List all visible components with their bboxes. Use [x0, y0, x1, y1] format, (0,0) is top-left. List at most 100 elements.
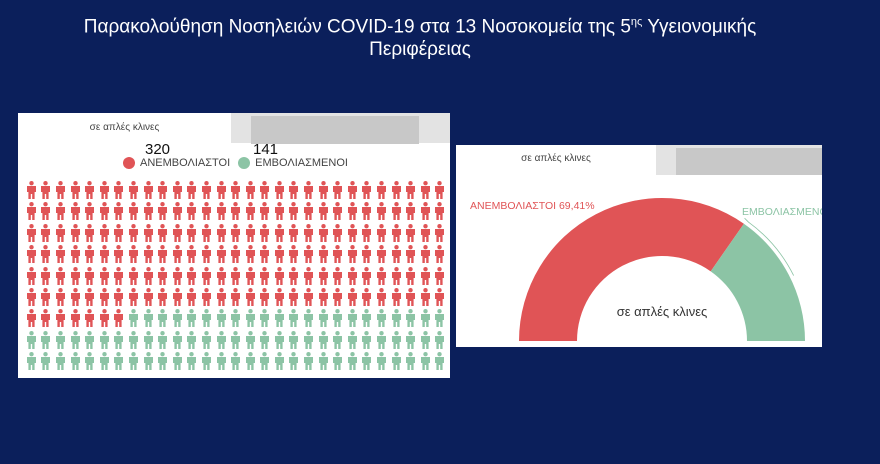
- person-icon-unvaccinated: [214, 181, 229, 202]
- person-icon-unvaccinated: [112, 245, 127, 266]
- person-icon-unvaccinated: [287, 245, 302, 266]
- person-icon-unvaccinated: [39, 202, 54, 223]
- person-icon-vaccinated: [68, 330, 83, 352]
- person-icon-unvaccinated: [199, 202, 214, 223]
- person-icon-unvaccinated: [287, 223, 302, 245]
- person-icon-vaccinated: [170, 352, 185, 373]
- person-icon-vaccinated: [389, 330, 404, 352]
- gauge-center-label: σε απλές κλινες: [617, 304, 708, 319]
- person-icon-unvaccinated: [68, 245, 83, 266]
- person-icon-vaccinated: [374, 309, 389, 330]
- person-icon-unvaccinated: [403, 266, 418, 288]
- person-icon-unvaccinated: [345, 223, 360, 245]
- person-icon-unvaccinated: [301, 287, 316, 309]
- person-icon-unvaccinated: [272, 245, 287, 266]
- person-icon-unvaccinated: [258, 223, 273, 245]
- person-icon-vaccinated: [243, 352, 258, 373]
- person-icon-unvaccinated: [374, 245, 389, 266]
- tab-simple-beds[interactable]: σε απλές κλινες: [521, 153, 591, 164]
- person-icon-unvaccinated: [374, 181, 389, 202]
- person-icon-unvaccinated: [214, 223, 229, 245]
- half-donut-chart: ΑΝΕΜΒΟΛΙΑΣΤΟΙ 69,41% ΕΜΒΟΛΙΑΣΜΕΝΟΙ 30,59…: [470, 197, 822, 341]
- person-icon-unvaccinated: [345, 266, 360, 288]
- person-icon-unvaccinated: [243, 287, 258, 309]
- gauge-segment-vaccinated[interactable]: [710, 223, 805, 341]
- person-icon-unvaccinated: [199, 181, 214, 202]
- person-icon-vaccinated: [228, 309, 243, 330]
- person-icon-vaccinated: [360, 352, 375, 373]
- person-icon-vaccinated: [433, 352, 448, 373]
- person-icon-vaccinated: [272, 309, 287, 330]
- person-icon-vaccinated: [170, 309, 185, 330]
- person-icon-vaccinated: [360, 309, 375, 330]
- person-icon-unvaccinated: [360, 202, 375, 223]
- person-icon-unvaccinated: [360, 266, 375, 288]
- person-icon-unvaccinated: [345, 287, 360, 309]
- person-icon-unvaccinated: [141, 245, 156, 266]
- person-icon-unvaccinated: [112, 287, 127, 309]
- person-icon-unvaccinated: [199, 245, 214, 266]
- redacted-tab: [251, 116, 419, 144]
- person-icon-vaccinated: [185, 330, 200, 352]
- person-icon-unvaccinated: [301, 266, 316, 288]
- person-icon-unvaccinated: [24, 245, 39, 266]
- person-icon-unvaccinated: [433, 287, 448, 309]
- label-unvaccinated: ΑΝΕΜΒΟΛΙΑΣΤΟΙ 69,41%: [470, 200, 595, 212]
- person-icon-vaccinated: [199, 309, 214, 330]
- person-icon-unvaccinated: [126, 287, 141, 309]
- person-icon-unvaccinated: [301, 181, 316, 202]
- person-icon-unvaccinated: [287, 287, 302, 309]
- person-icon-vaccinated: [97, 352, 112, 373]
- person-icon-unvaccinated: [141, 266, 156, 288]
- person-icon-vaccinated: [374, 352, 389, 373]
- person-icon-vaccinated: [301, 330, 316, 352]
- person-icon-vaccinated: [68, 352, 83, 373]
- person-icon-vaccinated: [155, 330, 170, 352]
- gauge-segment-unvaccinated[interactable]: [519, 197, 744, 341]
- label-leader-vaccinated: [744, 217, 795, 276]
- title-text: Παρακολούθηση Νοσηλειών COVID-19 στα 13 …: [83, 16, 631, 38]
- person-icon-unvaccinated: [214, 287, 229, 309]
- person-icon-unvaccinated: [53, 202, 68, 223]
- person-icon-unvaccinated: [258, 181, 273, 202]
- person-icon-unvaccinated: [433, 245, 448, 266]
- person-icon-unvaccinated: [170, 181, 185, 202]
- person-icon-unvaccinated: [330, 223, 345, 245]
- person-icon-unvaccinated: [316, 202, 331, 223]
- tab-simple-beds[interactable]: σε απλές κλινες: [89, 122, 160, 133]
- person-icon-unvaccinated: [228, 287, 243, 309]
- person-icon-unvaccinated: [345, 245, 360, 266]
- person-icon-unvaccinated: [418, 181, 433, 202]
- person-icon-unvaccinated: [155, 181, 170, 202]
- person-icon-unvaccinated: [228, 181, 243, 202]
- legend-vaccinated: ΕΜΒΟΛΙΑΣΜΕΝΟΙ: [255, 157, 348, 169]
- person-icon-unvaccinated: [141, 287, 156, 309]
- person-icon-unvaccinated: [39, 287, 54, 309]
- person-icon-unvaccinated: [82, 287, 97, 309]
- person-icon-unvaccinated: [301, 202, 316, 223]
- person-icon-unvaccinated: [374, 287, 389, 309]
- person-icon-unvaccinated: [301, 223, 316, 245]
- person-icon-vaccinated: [243, 330, 258, 352]
- person-icon-unvaccinated: [126, 181, 141, 202]
- person-icon-unvaccinated: [287, 202, 302, 223]
- person-icon-vaccinated: [155, 352, 170, 373]
- person-icon-vaccinated: [403, 352, 418, 373]
- person-icon-unvaccinated: [403, 245, 418, 266]
- person-icon-vaccinated: [345, 352, 360, 373]
- unvaccinated-count: 320: [145, 141, 171, 158]
- person-icon-vaccinated: [199, 330, 214, 352]
- person-icon-unvaccinated: [97, 181, 112, 202]
- person-icon-vaccinated: [228, 330, 243, 352]
- person-icon-unvaccinated: [272, 266, 287, 288]
- person-icon-unvaccinated: [53, 181, 68, 202]
- person-icon-unvaccinated: [53, 287, 68, 309]
- person-icon-vaccinated: [287, 352, 302, 373]
- page-title: Παρακολούθηση Νοσηλειών COVID-19 στα 13 …: [0, 8, 840, 41]
- person-icon-unvaccinated: [39, 309, 54, 330]
- person-icon-vaccinated: [126, 352, 141, 373]
- person-icon-unvaccinated: [82, 202, 97, 223]
- page-subtitle: Περιφέρειας: [369, 39, 471, 60]
- person-icon-unvaccinated: [170, 223, 185, 245]
- person-icon-vaccinated: [345, 330, 360, 352]
